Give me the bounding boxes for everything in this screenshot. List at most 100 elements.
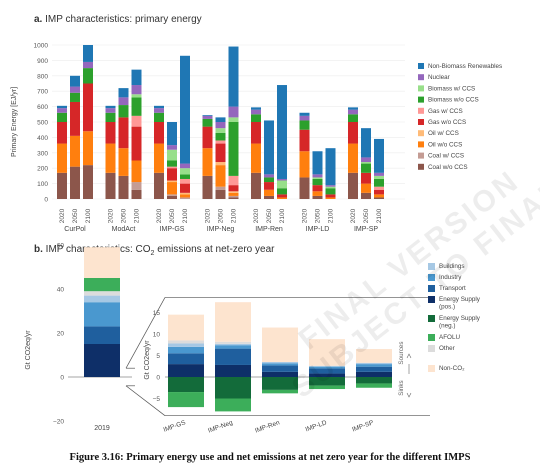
primary-energy-chart: 0 100 200 300 400 500 600 700 800 900 1000 Primary … <box>11 43 502 234</box>
legend-label: Non-CO₂ <box>439 365 465 372</box>
bar-segment <box>228 191 239 193</box>
bar-segment <box>361 128 371 158</box>
bar-segment <box>167 180 177 183</box>
y-tick-label: 400 <box>37 135 48 142</box>
zoom-bar-segment <box>215 341 251 344</box>
overview-y-tick-label: 40 <box>57 287 65 294</box>
bar-segment <box>131 94 142 98</box>
bar-segment <box>57 172 67 199</box>
bar-segment <box>57 143 67 173</box>
legend-swatch <box>428 274 435 281</box>
zoom-bar-segment <box>309 366 345 369</box>
bar-segment <box>57 112 67 122</box>
zoom-bar-segment <box>168 353 204 365</box>
bar-segment <box>154 105 164 109</box>
bar-segment <box>215 122 226 129</box>
year-tick-label: 2020 <box>302 208 309 223</box>
legend-swatch <box>418 85 424 92</box>
panel-b-title-sub: 2 <box>150 250 155 257</box>
year-tick-label: 2100 <box>182 208 189 223</box>
zoom-bar-segment <box>215 348 251 365</box>
zoom-bar-segment <box>215 345 251 349</box>
zoom-bar-segment <box>356 377 392 384</box>
bar-segment <box>312 151 323 175</box>
bar-segment <box>277 178 287 181</box>
zoom-bar-segment <box>215 364 251 377</box>
bar-segment <box>105 108 116 113</box>
bar-segment <box>131 85 142 95</box>
year-tick-label: 2050 <box>266 208 273 223</box>
bar-segment <box>83 83 93 132</box>
bar-segment <box>374 197 384 199</box>
bar-segment <box>348 122 358 144</box>
bar-segment <box>167 160 177 167</box>
bar-segment <box>348 143 358 173</box>
legend-swatch <box>428 263 435 270</box>
year-tick-label: 2020 <box>350 208 357 223</box>
bar-segment <box>215 140 226 144</box>
bar-segment <box>70 75 80 87</box>
y-tick-label: 1000 <box>34 43 49 50</box>
bar-segment <box>180 183 190 193</box>
bar-segment <box>312 174 323 178</box>
bar-segment <box>154 122 164 144</box>
overview-bar-segment <box>84 344 120 377</box>
y-tick-label: 700 <box>37 89 48 96</box>
legend-label: Other <box>439 345 455 352</box>
bar-segment <box>312 177 323 179</box>
sources-arrow <box>406 353 412 359</box>
y-tick-label: 900 <box>37 58 48 65</box>
zoom-bar-segment <box>309 385 345 390</box>
bar-segment <box>348 172 358 199</box>
legend-swatch <box>428 296 435 303</box>
year-tick-label: 2050 <box>315 208 322 223</box>
legend-swatch <box>428 365 435 372</box>
bar-segment <box>251 114 261 122</box>
zoom-bar-segment <box>215 398 251 412</box>
bar-segment <box>118 88 129 98</box>
bar-segment <box>70 135 80 167</box>
group-label: IMP-GS <box>160 226 185 233</box>
legend-label: Coal w/ CCS <box>428 153 464 160</box>
zoom-bar-segment <box>309 373 345 377</box>
bar-segment <box>374 189 384 195</box>
bar-segment <box>167 195 177 199</box>
bar-segment <box>277 188 287 195</box>
sinks-arrow <box>406 392 412 398</box>
legend-swatch <box>418 96 424 103</box>
bar-segment <box>277 180 287 189</box>
bar-segment <box>131 160 142 183</box>
bar-segment <box>325 148 336 186</box>
legend-swatch <box>418 74 424 81</box>
year-tick-label: 2020 <box>205 208 212 223</box>
zoom-y-tick-label: 5 <box>156 353 160 360</box>
y-tick-label: 0 <box>44 197 48 204</box>
bar-segment <box>277 194 287 198</box>
bar-segment <box>167 145 177 150</box>
bar-segment <box>228 117 239 122</box>
year-tick-label: 2020 <box>59 208 66 223</box>
bar-segment <box>131 189 142 199</box>
overview-bar-segment <box>84 326 120 344</box>
zoom-bar-segment <box>309 339 345 366</box>
bar-segment <box>325 188 336 195</box>
zoom-bar-segment <box>356 362 392 365</box>
zoom-y-tick-label: 10 <box>153 332 161 339</box>
zoom-y-tick-label: 0 <box>156 375 160 382</box>
bar-segment <box>361 163 371 173</box>
year-tick-label: 2100 <box>231 208 238 223</box>
bar-segment <box>105 122 116 144</box>
zoom-bar-segment <box>309 365 345 367</box>
bar-segment <box>228 197 239 199</box>
bar-segment <box>180 168 190 175</box>
bar-segment <box>299 112 310 116</box>
bar-segment <box>202 175 213 199</box>
bar-segment <box>167 122 177 146</box>
bar-segment <box>131 115 142 127</box>
bar-segment <box>131 126 142 161</box>
zoom-category-label: IMP-Neg <box>207 419 234 434</box>
legend-swatch <box>428 345 435 352</box>
legend-label: Biomass w/o CCS <box>428 97 479 104</box>
bar-segment <box>180 178 190 184</box>
bar-segment <box>299 177 310 199</box>
